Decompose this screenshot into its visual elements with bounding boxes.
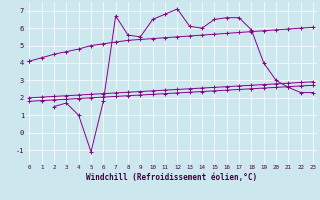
X-axis label: Windchill (Refroidissement éolien,°C): Windchill (Refroidissement éolien,°C) [86,173,257,182]
